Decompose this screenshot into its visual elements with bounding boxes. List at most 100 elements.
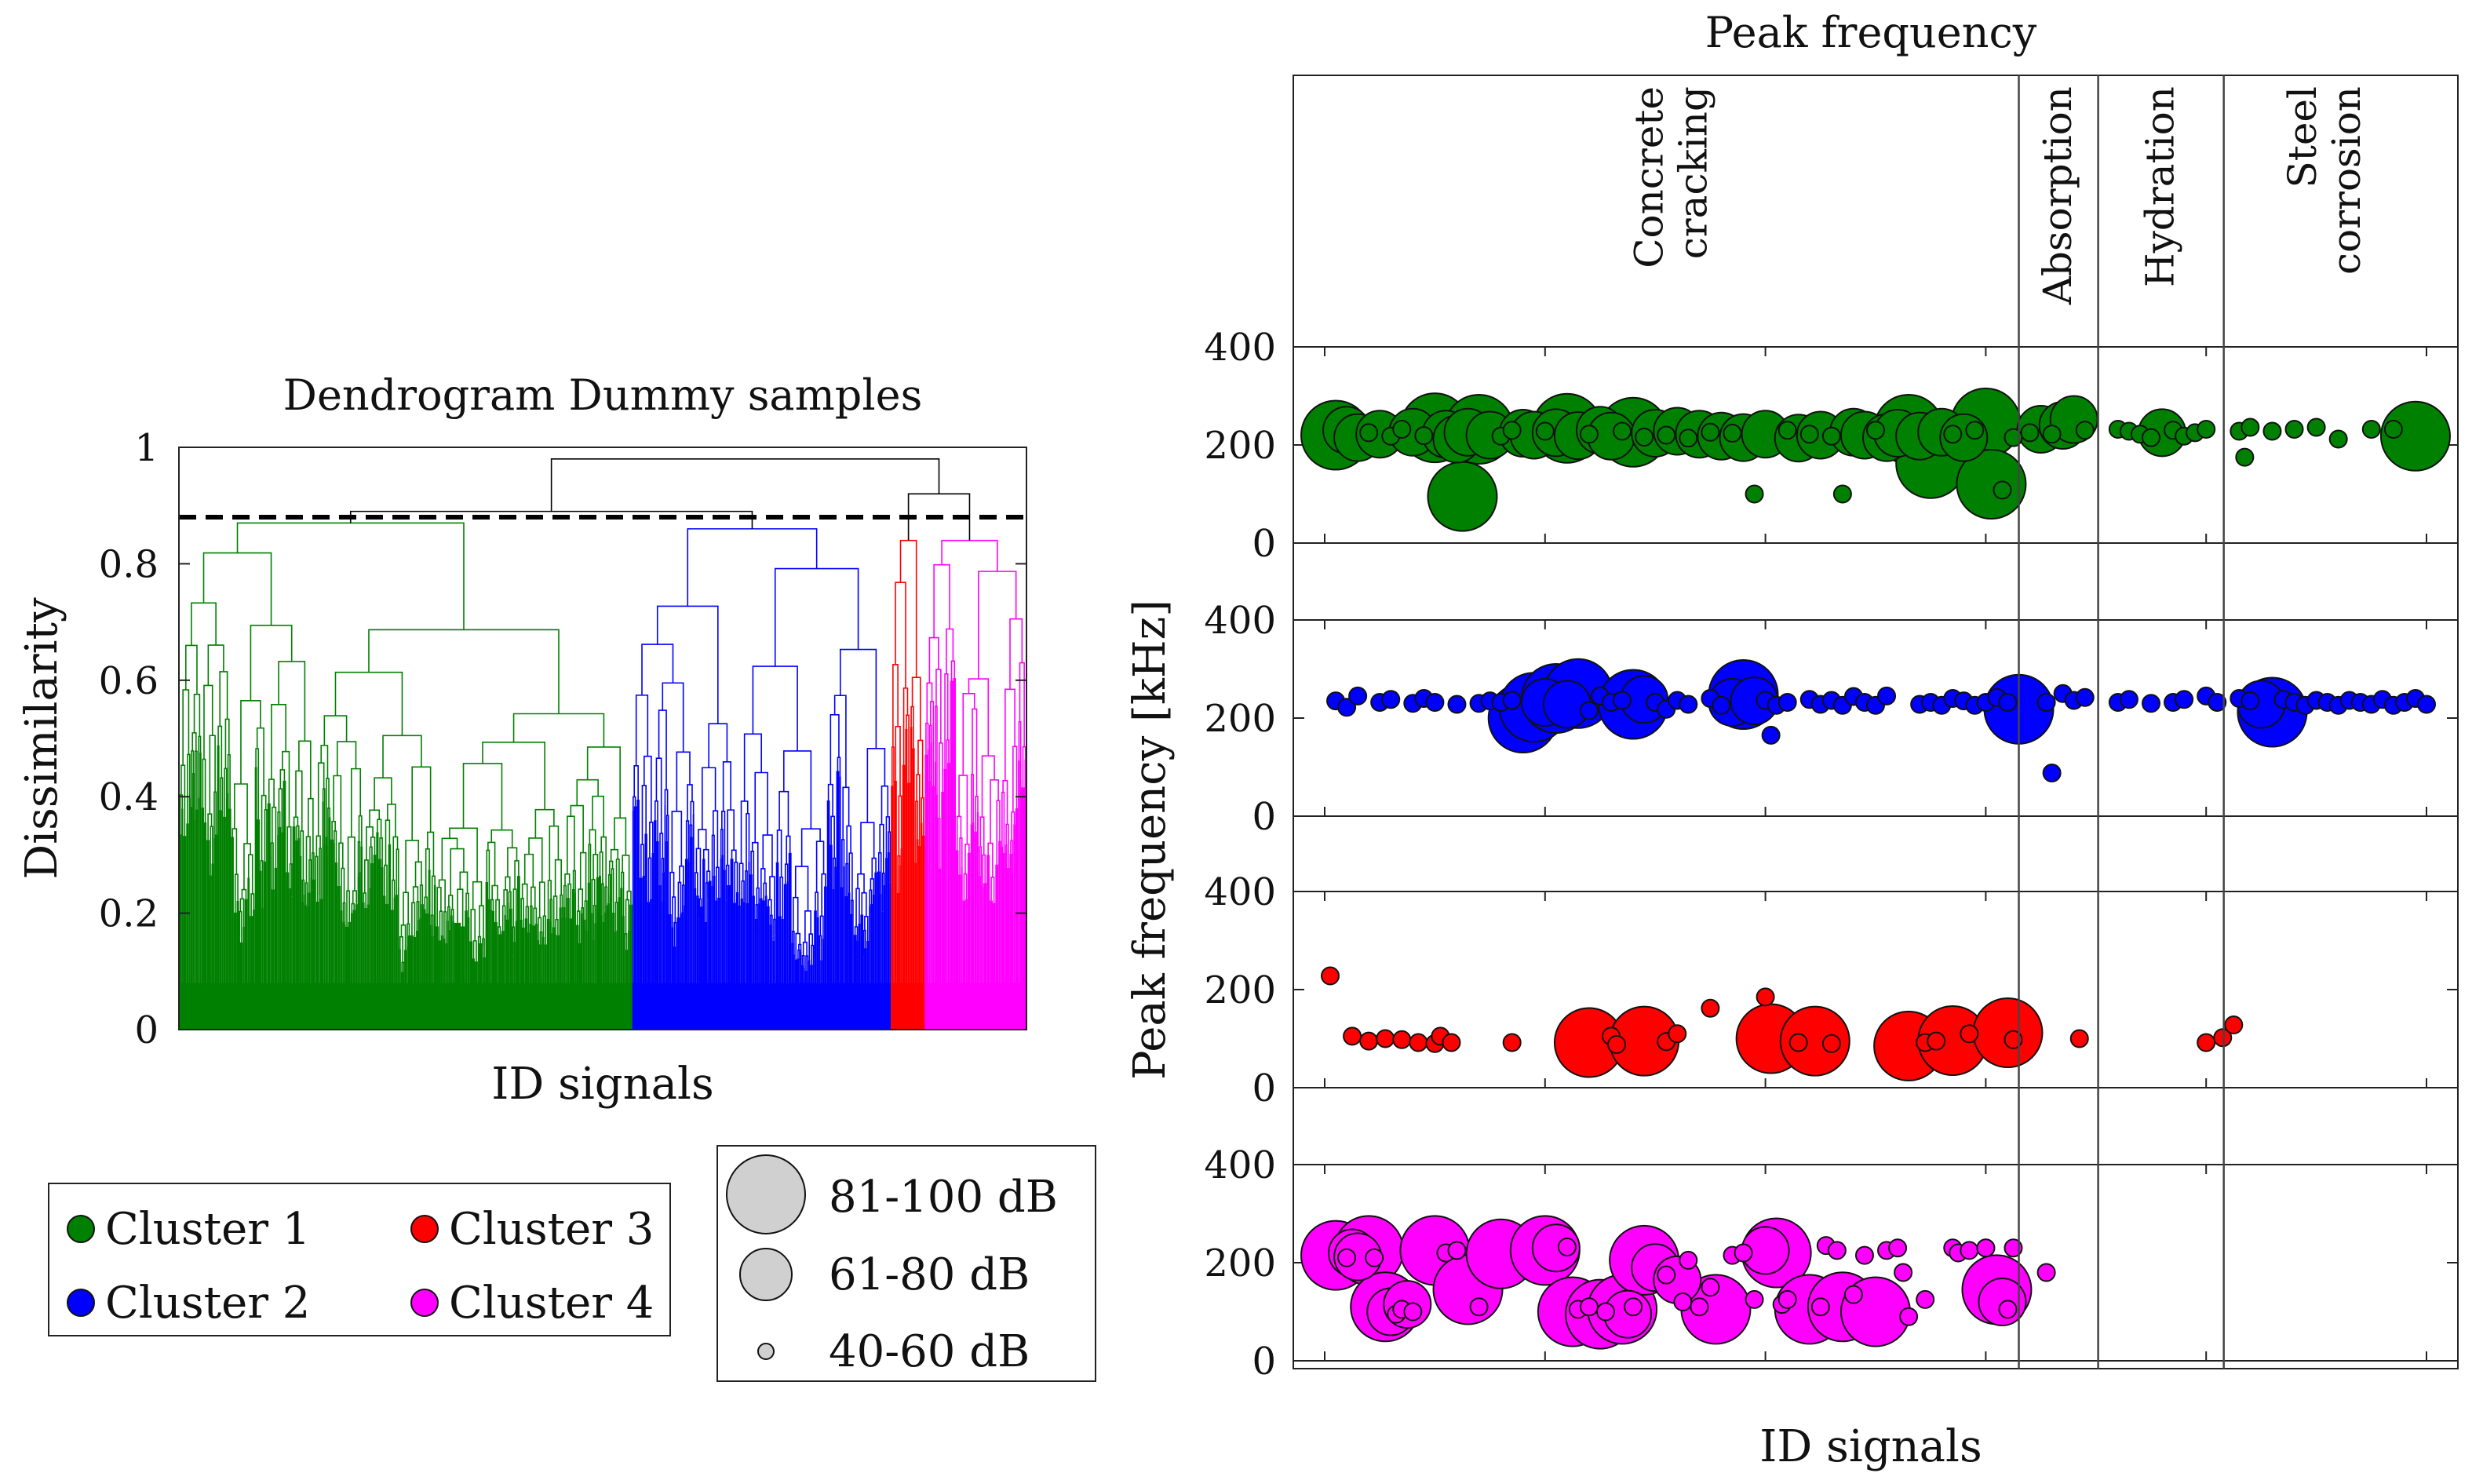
data-point xyxy=(1799,425,1819,444)
dendrogram-cluster-1 xyxy=(179,522,633,1030)
dendrogram-link xyxy=(180,764,186,837)
dendrogram-link xyxy=(910,706,914,749)
dendrogram-link xyxy=(584,900,588,931)
data-point xyxy=(2020,423,2040,443)
dendrogram-link xyxy=(295,770,303,831)
data-point xyxy=(2379,400,2451,472)
data-point xyxy=(2213,1028,2233,1048)
dendrogram-link xyxy=(198,735,202,798)
dendrogram-link xyxy=(841,839,845,888)
dendrogram-link xyxy=(351,902,355,913)
subplot-y-tick-label: 200 xyxy=(1204,697,1276,741)
dendrogram-link xyxy=(487,841,496,886)
legend-marker-cluster-4 xyxy=(410,1289,439,1317)
data-point xyxy=(1810,1297,1830,1317)
dendrogram-link xyxy=(845,862,849,906)
data-point xyxy=(1843,1285,1863,1304)
dendrogram-link xyxy=(396,848,399,895)
dendrogram-link xyxy=(987,842,994,877)
data-point xyxy=(1657,1265,1676,1285)
dendrogram-link xyxy=(300,830,304,881)
data-point xyxy=(1596,1302,1616,1322)
dendrogram-link xyxy=(784,863,789,884)
dendrogram-link xyxy=(640,844,644,878)
dendrogram-link xyxy=(486,849,490,899)
data-point xyxy=(1854,1245,1874,1265)
data-point xyxy=(2069,1029,2089,1048)
legend-label-cluster-1: Cluster 1 xyxy=(105,1204,310,1255)
data-point xyxy=(1442,1033,1461,1052)
subplot-y-tick-label: 200 xyxy=(1204,1242,1276,1285)
dendrogram-link xyxy=(1005,823,1009,868)
dendrogram-link xyxy=(419,884,424,918)
dendrogram-link xyxy=(457,888,464,927)
dendrogram-cluster-3 xyxy=(891,539,925,1030)
dendrogram-link xyxy=(217,725,223,778)
dendrogram-link xyxy=(731,849,737,862)
dendrogram-link xyxy=(972,708,978,797)
dendrogram-link xyxy=(369,809,381,827)
dendrogram-link xyxy=(549,899,552,933)
dendrogram-link xyxy=(450,848,465,895)
legend-entry-cluster-4: Cluster 4 xyxy=(410,1278,654,1329)
data-point xyxy=(1956,449,2027,520)
dendrogram-link xyxy=(448,895,454,910)
data-point xyxy=(1761,725,1781,745)
data-point xyxy=(1827,1241,1847,1260)
dendrogram-link xyxy=(331,820,336,840)
dendrogram-link xyxy=(567,815,575,874)
dendrogram-link xyxy=(917,739,924,798)
dendrogram-link xyxy=(1010,840,1014,875)
data-point xyxy=(1414,426,1434,446)
dendrogram-link xyxy=(979,816,985,855)
dendrogram-link xyxy=(752,665,798,751)
data-point xyxy=(1960,1241,1979,1260)
dendrogram-link xyxy=(531,886,536,909)
dendrogram-link xyxy=(996,800,1001,865)
size-legend-marker-small xyxy=(757,1343,775,1360)
dendrogram-link xyxy=(560,894,563,917)
dendrogram-link xyxy=(633,764,639,800)
dendrogram-link xyxy=(762,834,773,877)
dendrogram-link xyxy=(754,771,768,843)
dendrogram-link xyxy=(833,857,837,889)
dendrogram-link xyxy=(358,815,363,847)
size-legend-marker-large xyxy=(726,1154,806,1234)
data-point xyxy=(1427,461,1498,532)
data-point xyxy=(2197,1033,2216,1052)
data-point xyxy=(2241,691,2260,711)
dendrogram-link xyxy=(431,875,436,916)
dendrogram-link xyxy=(315,835,321,857)
dendrogram-link xyxy=(187,753,191,824)
dendrogram-link xyxy=(647,857,652,902)
dendrogram-link xyxy=(264,809,268,862)
legend-entry-cluster-3: Cluster 3 xyxy=(410,1204,654,1255)
legend-label-cluster-3: Cluster 3 xyxy=(449,1204,654,1255)
dendrogram-link xyxy=(589,829,596,855)
dendrogram-link xyxy=(441,837,458,881)
data-point xyxy=(1668,1024,1687,1044)
subplot-cluster-3: 0 200 400 xyxy=(1204,870,2458,1110)
size-legend-label-medium: 61-80 dB xyxy=(829,1249,1030,1300)
data-point xyxy=(1535,421,1555,441)
dendrogram-link xyxy=(1005,688,1015,781)
dendrogram-y-tick-label: 0 xyxy=(134,1008,159,1052)
dendrogram-top-link xyxy=(550,458,940,512)
dendrogram-link xyxy=(268,778,275,808)
dendrogram-link xyxy=(539,931,543,950)
subplot-y-tick-label: 200 xyxy=(1204,424,1276,468)
dendrogram-link xyxy=(839,648,877,749)
dendrogram-link xyxy=(179,794,184,835)
dendrogram-link xyxy=(829,714,840,785)
data-point xyxy=(2417,695,2436,714)
dendrogram-link xyxy=(301,879,305,902)
dendrogram-link xyxy=(677,881,682,917)
dendrogram-link xyxy=(895,725,901,797)
dendrogram-link xyxy=(326,778,330,837)
data-point xyxy=(1502,1033,1522,1052)
dendrogram-link xyxy=(661,858,665,902)
dendrogram-link xyxy=(804,910,811,943)
data-point xyxy=(1425,693,1445,712)
data-point xyxy=(1894,1263,1913,1282)
